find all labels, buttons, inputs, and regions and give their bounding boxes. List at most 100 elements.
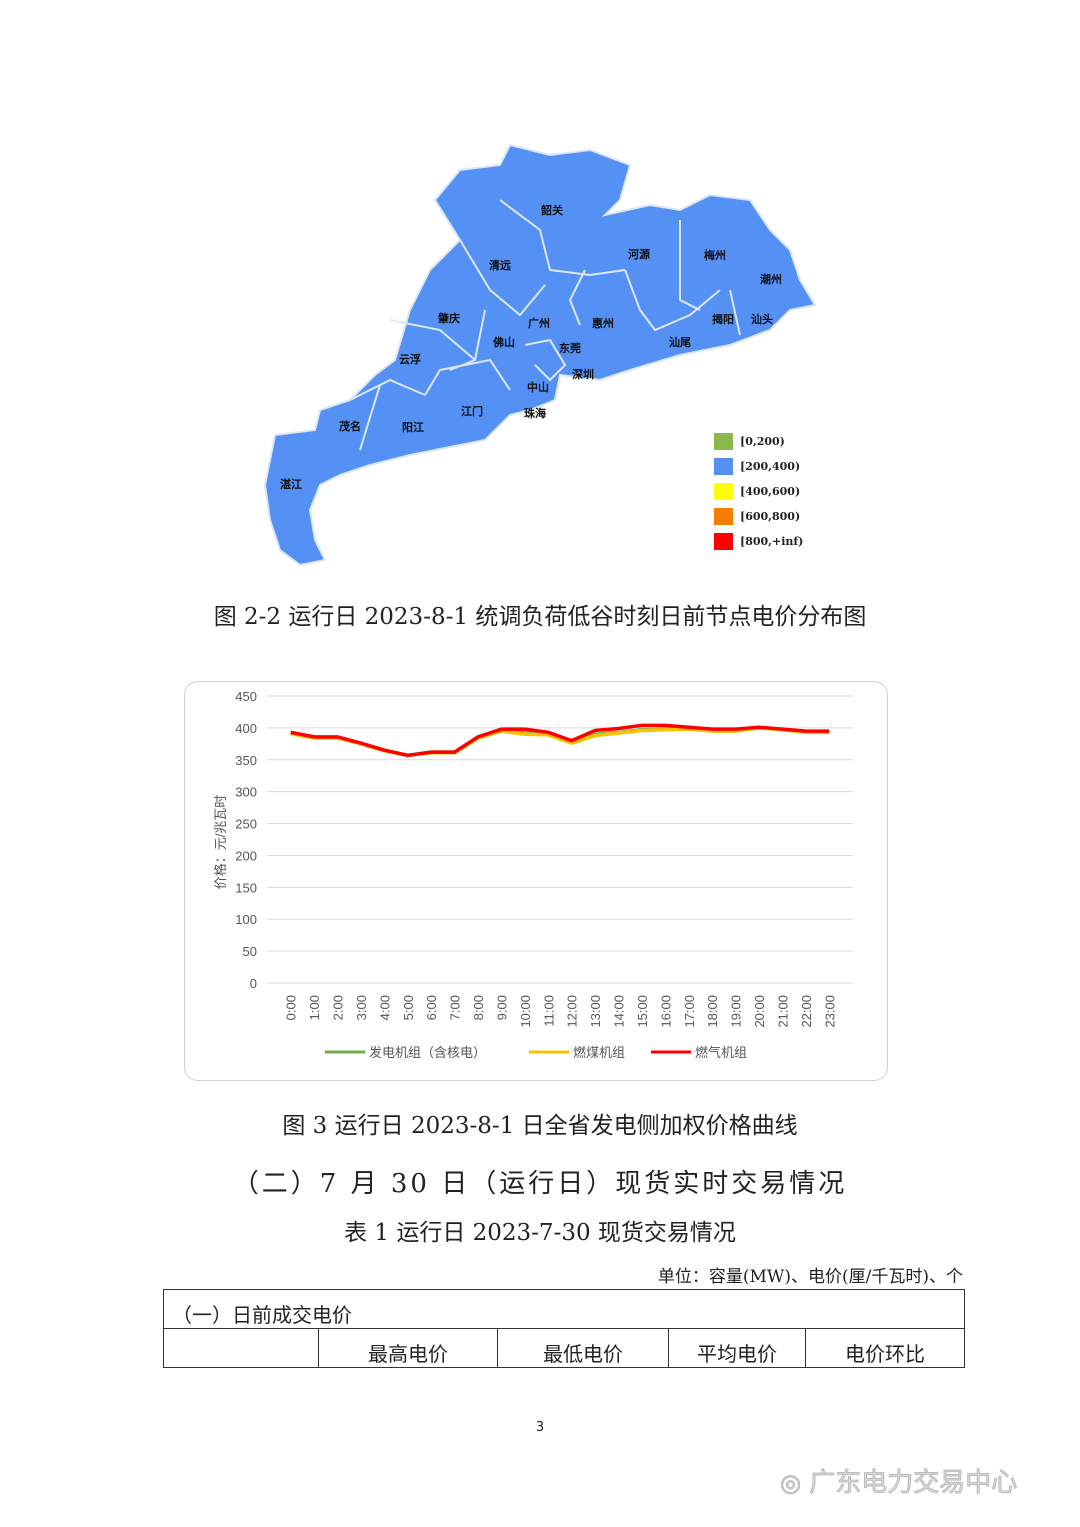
x-tick-label: 21:00	[775, 995, 790, 1028]
x-tick-label: 3:00	[354, 995, 369, 1020]
x-tick-label: 18:00	[705, 995, 720, 1028]
legend-label: [800,+inf)	[740, 535, 804, 548]
series-line	[290, 726, 830, 758]
map-caption: 图 2-2 运行日 2023-8-1 统调负荷低谷时刻日前节点电价分布图	[213, 604, 867, 630]
region-label: 韶关	[541, 203, 563, 217]
region-label: 肇庆	[437, 311, 460, 325]
region-label: 揭阳	[712, 312, 734, 326]
guangdong-price-map: 韶关 清远 河源 梅州 潮州 肇庆 广州 惠州 揭阳 汕头 佛山 东莞 汕尾 云…	[263, 143, 817, 567]
region-labels: 韶关 清远 河源 梅州 潮州 肇庆 广州 惠州 揭阳 汕头 佛山 东莞 汕尾 云…	[280, 203, 782, 491]
region-label: 阳江	[402, 420, 424, 434]
legend-item: [0,200)	[714, 433, 785, 450]
legend-label: [600,800)	[740, 510, 801, 523]
x-tick-label: 16:00	[658, 995, 673, 1028]
x-tick-label: 10:00	[518, 995, 533, 1028]
x-tick-label: 20:00	[752, 995, 767, 1028]
watermark: ◎ 广东电力交易中心	[780, 1462, 1018, 1499]
x-tick-label: 22:00	[799, 995, 814, 1028]
legend-swatch	[714, 433, 733, 450]
legend-swatch	[714, 508, 733, 525]
legend-item: [200,400)	[714, 458, 800, 475]
region-label: 东莞	[559, 341, 581, 355]
section-heading: （二）7 月 30 日（运行日）现货实时交易情况	[232, 1169, 848, 1199]
trade-table: （一）日前成交电价 最高电价 最低电价 平均电价 电价环比	[163, 1289, 965, 1368]
region-label: 潮州	[760, 272, 782, 286]
region-label: 汕尾	[669, 335, 691, 349]
region-label: 珠海	[524, 406, 546, 420]
x-tick-label: 13:00	[588, 995, 603, 1028]
x-tick-label: 12:00	[565, 995, 580, 1028]
x-tick-label: 0:00	[284, 995, 299, 1020]
x-tick-label: 15:00	[635, 995, 650, 1028]
region-label: 梅州	[704, 248, 726, 262]
region-label: 惠州	[592, 316, 614, 330]
y-tick-label: 50	[243, 944, 257, 959]
region-label: 云浮	[399, 352, 421, 366]
table-header: 电价环比	[805, 1328, 965, 1368]
table-title: 表 1 运行日 2023-7-30 现货交易情况	[344, 1220, 736, 1246]
chart-svg: 0 50 100 150 200 250 300 350 400 450 0:00 1:00 2:00 3…	[213, 689, 853, 1060]
page-number: 3	[535, 1420, 545, 1435]
legend-label: 燃气机组	[695, 1045, 747, 1060]
x-tick-label: 19:00	[729, 995, 744, 1028]
region-borders	[349, 199, 741, 451]
y-tick-label: 150	[235, 880, 257, 895]
y-axis-label: 价格：元/兆瓦时	[213, 795, 228, 890]
x-tick-label: 6:00	[424, 995, 439, 1020]
region-label: 中山	[527, 380, 549, 394]
legend-swatch	[714, 458, 733, 475]
x-tick-label: 1:00	[307, 995, 322, 1020]
legend-item: [400,600)	[714, 483, 800, 500]
region-label: 茂名	[339, 419, 361, 433]
series-line	[290, 723, 830, 758]
x-tick-label: 11:00	[541, 995, 556, 1027]
y-tick-label: 400	[235, 721, 257, 736]
series-line	[290, 726, 830, 758]
x-tick-label: 23:00	[822, 995, 837, 1028]
region-label: 广州	[528, 316, 550, 330]
region-label: 河源	[628, 247, 650, 261]
y-tick-label: 100	[235, 912, 257, 927]
map-shape	[263, 143, 817, 567]
unit-note: 单位：容量(MW)、电价(厘/千瓦时)、个	[657, 1267, 963, 1287]
legend-item: [800,+inf)	[714, 533, 803, 550]
legend-label: [200,400)	[740, 460, 801, 473]
region-label: 汕头	[751, 312, 773, 326]
table-header	[163, 1328, 319, 1368]
y-tick-label: 0	[250, 976, 257, 991]
table-header: 最低电价	[497, 1328, 669, 1368]
region-label: 深圳	[572, 367, 594, 381]
y-tick-label: 200	[235, 848, 257, 863]
x-tick-label: 14:00	[612, 995, 627, 1028]
legend-item: [600,800)	[714, 508, 800, 525]
x-tick-label: 4:00	[377, 995, 392, 1020]
region-label: 湛江	[280, 477, 302, 491]
watermark-text: 广东电力交易中心	[809, 1468, 1018, 1499]
legend-label: [400,600)	[740, 485, 801, 498]
y-tick-label: 350	[235, 753, 257, 768]
chart-caption: 图 3 运行日 2023-8-1 日全省发电侧加权价格曲线	[282, 1113, 798, 1139]
table-header: 最高电价	[318, 1328, 498, 1368]
x-tick-label: 8:00	[471, 995, 486, 1020]
price-chart: 0 50 100 150 200 250 300 350 400 450 0:00 1:00 2:00 3…	[184, 681, 888, 1081]
x-tick-label: 2:00	[331, 995, 346, 1020]
table-group-row: （一）日前成交电价	[163, 1289, 965, 1329]
region-label: 江门	[461, 404, 483, 418]
table-header: 平均电价	[668, 1328, 806, 1368]
x-tick-label: 7:00	[448, 995, 463, 1020]
legend-label: 燃煤机组	[573, 1045, 625, 1060]
x-tick-label: 5:00	[401, 995, 416, 1020]
legend-swatch	[714, 533, 733, 550]
x-tick-label: 9:00	[494, 995, 509, 1020]
region-label: 佛山	[492, 335, 515, 349]
y-tick-label: 250	[235, 817, 257, 832]
y-tick-label: 450	[235, 689, 257, 704]
legend-label: 发电机组（含核电）	[369, 1045, 486, 1060]
x-tick-label: 17:00	[682, 995, 697, 1028]
legend-label: [0,200)	[740, 435, 785, 448]
wechat-icon: ◎	[780, 1469, 802, 1498]
region-label: 清远	[489, 258, 511, 272]
legend-swatch	[714, 483, 733, 500]
y-tick-label: 300	[235, 785, 257, 800]
